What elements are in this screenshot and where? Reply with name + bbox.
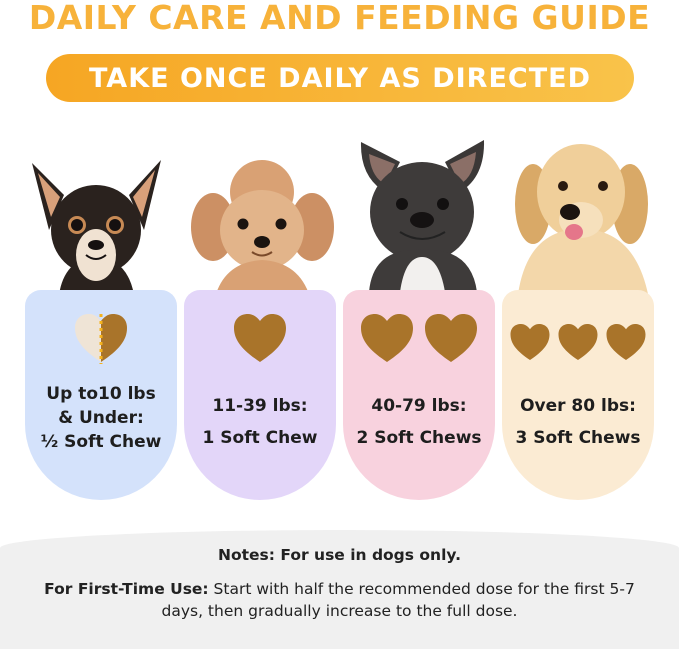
first-time-use-label: For First-Time Use: [44, 580, 209, 598]
dose-weight-label: 11-39 lbs: [212, 396, 308, 416]
chew-group [25, 312, 177, 364]
directions-banner: TAKE ONCE DAILY AS DIRECTED [46, 54, 634, 102]
first-time-use-note: For First-Time Use: Start with half the … [30, 578, 649, 622]
chew-icon [361, 314, 413, 362]
chew-icon [606, 324, 646, 360]
chew-icon [510, 324, 550, 360]
dose-amount-label: 2 Soft Chews [356, 428, 482, 448]
notes-title: Notes: For use in dogs only. [218, 546, 461, 564]
chew-group [184, 312, 336, 364]
dose-card-large: 40-79 lbs: 2 Soft Chews [343, 290, 495, 500]
chew-icon [425, 314, 477, 362]
dose-weight-sublabel: & Under: [58, 408, 144, 428]
chew-icon [234, 314, 286, 362]
dose-weight-label: Over 80 lbs: [520, 396, 636, 416]
dose-card-xlarge: Over 80 lbs: 3 Soft Chews [502, 290, 654, 500]
first-time-use-text: Start with half the recommended dose for… [161, 580, 635, 620]
chew-group [343, 312, 495, 364]
golden-retriever-image [508, 134, 658, 294]
poodle-image [185, 152, 340, 297]
dose-card-small: Up to10 lbs & Under: ½ Soft Chew [25, 290, 177, 500]
dose-card-medium: 11-39 lbs: 1 Soft Chew [184, 290, 336, 500]
half-chew-icon [75, 314, 127, 364]
dose-amount-label: 1 Soft Chew [202, 428, 318, 448]
dose-weight-label: Up to10 lbs [46, 384, 156, 404]
french-bulldog-image [355, 132, 490, 292]
dose-weight-label: 40-79 lbs: [371, 396, 467, 416]
banner-text: TAKE ONCE DAILY AS DIRECTED [88, 62, 592, 94]
chew-group [502, 322, 654, 362]
dose-amount-label: ½ Soft Chew [40, 432, 162, 452]
dose-amount-label: 3 Soft Chews [515, 428, 641, 448]
chew-icon [558, 324, 598, 360]
chihuahua-image [24, 155, 169, 295]
page-title: DAILY CARE AND FEEDING GUIDE [28, 0, 651, 37]
notes-section: Notes: For use in dogs only. For First-T… [0, 530, 679, 649]
